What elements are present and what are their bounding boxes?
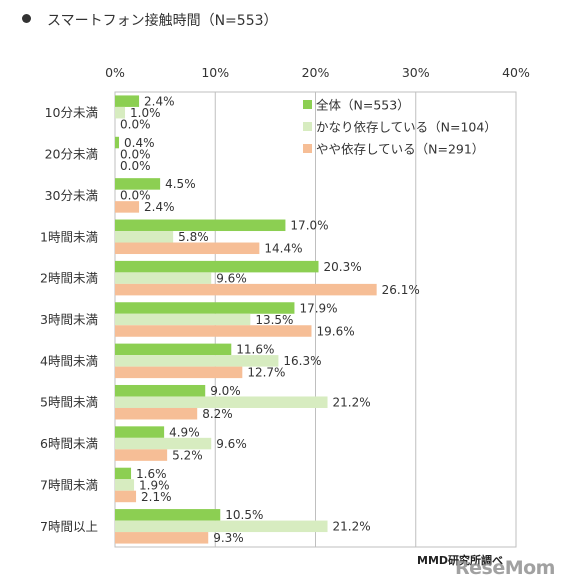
- bar-value-label: 4.5%: [165, 177, 196, 191]
- category-label: 1時間未満: [40, 229, 98, 244]
- bar: [115, 490, 137, 503]
- category-label: 7時間以上: [40, 519, 98, 534]
- bar-value-label: 17.0%: [290, 219, 328, 233]
- bar: [115, 260, 319, 273]
- bar: [115, 272, 212, 284]
- x-tick-label: 30%: [402, 65, 430, 80]
- bar-value-label: 20.3%: [324, 260, 362, 274]
- bar: [115, 106, 126, 119]
- bar: [115, 283, 377, 296]
- bar-value-label: 2.4%: [144, 94, 175, 108]
- bar: [115, 343, 232, 356]
- bar-value-label: 5.2%: [172, 448, 203, 462]
- bar-value-label: 11.6%: [236, 343, 274, 357]
- category-label: 2時間未満: [40, 271, 98, 286]
- x-tick-label: 0%: [105, 65, 125, 80]
- legend-label: かなり依存している（N=104）: [316, 120, 497, 135]
- bar: [115, 178, 161, 190]
- bar: [115, 201, 140, 213]
- bar-value-label: 13.5%: [255, 313, 293, 327]
- x-tick-label: 10%: [201, 65, 229, 80]
- bar-value-label: 0.0%: [120, 189, 151, 203]
- bar-value-label: 8.2%: [202, 407, 233, 421]
- bar: [115, 313, 251, 326]
- bar-value-label: 0.0%: [120, 117, 151, 131]
- bar-value-label: 0.4%: [124, 136, 155, 150]
- bar: [115, 532, 209, 544]
- bar: [115, 449, 168, 461]
- bar-value-label: 9.6%: [216, 271, 247, 285]
- category-label: 30分未満: [45, 188, 98, 203]
- bar-value-label: 0.0%: [120, 159, 151, 173]
- bar-value-label: 10.5%: [225, 508, 263, 522]
- bar-value-label: 1.9%: [139, 478, 170, 492]
- watermark-logo: ReseMom: [455, 557, 555, 579]
- bar-value-label: 9.0%: [210, 384, 241, 398]
- legend-label: 全体（N=553）: [316, 98, 410, 113]
- chart-title: スマートフォン接触時間（N=553）: [22, 10, 278, 30]
- bar-value-label: 19.6%: [316, 324, 354, 338]
- bar: [115, 242, 260, 255]
- bar: [115, 479, 135, 491]
- title-bullet-icon: [22, 14, 31, 23]
- bar: [115, 509, 221, 521]
- chart-title-text: スマートフォン接触時間（N=553）: [47, 13, 278, 29]
- category-label: 5時間未満: [40, 395, 98, 410]
- bar-value-label: 21.2%: [333, 520, 371, 534]
- bar-value-label: 1.0%: [130, 106, 161, 120]
- bar: [115, 520, 328, 533]
- bar-value-label: 26.1%: [382, 283, 420, 297]
- bar-value-label: 16.3%: [283, 354, 321, 368]
- category-label: 7時間未満: [40, 477, 98, 492]
- bar: [115, 384, 206, 397]
- bar: [115, 437, 212, 450]
- bar-value-label: 4.9%: [169, 425, 200, 439]
- legend-swatch: [303, 144, 312, 153]
- bar: [115, 366, 243, 379]
- category-label: 6時間未満: [40, 436, 98, 451]
- bar-value-label: 0.0%: [120, 147, 151, 161]
- legend-swatch: [303, 100, 312, 109]
- bar-value-label: 5.8%: [178, 230, 209, 244]
- bar: [115, 136, 120, 149]
- bar-value-label: 17.9%: [299, 301, 337, 315]
- bar: [115, 407, 198, 420]
- legend-label: やや依存している（N=291）: [316, 142, 484, 157]
- bar-value-label: 9.3%: [213, 531, 244, 545]
- legend-swatch: [303, 122, 312, 131]
- bar-value-label: 2.1%: [141, 490, 172, 504]
- bar-value-label: 12.7%: [247, 366, 285, 380]
- bar: [115, 302, 295, 314]
- bar-value-label: 9.6%: [216, 437, 247, 451]
- bar: [115, 95, 140, 107]
- bar-value-label: 14.4%: [264, 242, 302, 256]
- source-label: MMD研究所調べ: [417, 554, 504, 567]
- bar: [115, 219, 286, 232]
- bar: [115, 231, 174, 243]
- category-label: 20分未満: [45, 147, 98, 162]
- bar: [115, 325, 312, 337]
- bar-value-label: 1.6%: [136, 467, 167, 481]
- bar: [115, 355, 279, 367]
- bar-value-label: 21.2%: [333, 396, 371, 410]
- category-label: 4時間未満: [40, 353, 98, 368]
- bar: [115, 426, 165, 438]
- bar: [115, 467, 132, 480]
- category-label: 3時間未満: [40, 312, 98, 327]
- category-label: 10分未満: [45, 105, 98, 120]
- bar: [115, 396, 328, 408]
- x-tick-label: 20%: [302, 65, 330, 80]
- bar-value-label: 2.4%: [144, 200, 175, 214]
- x-tick-label: 40%: [502, 65, 530, 80]
